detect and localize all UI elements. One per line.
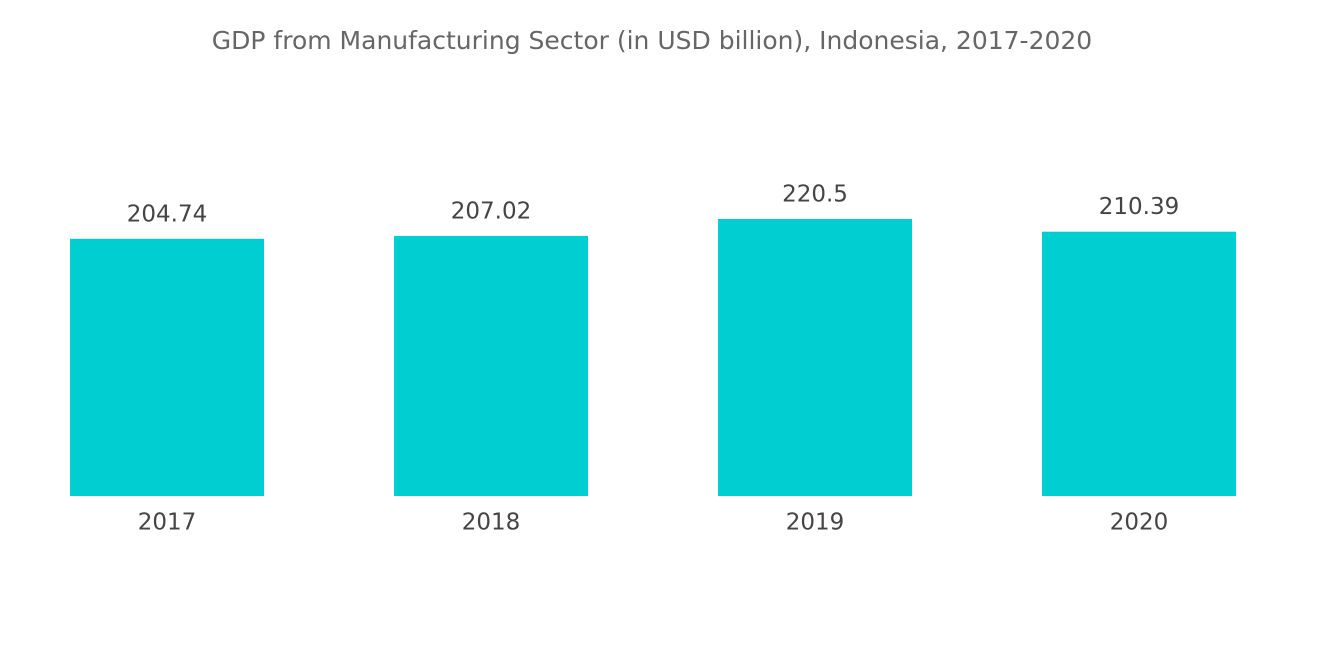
bar [718, 219, 912, 496]
chart-title: GDP from Manufacturing Sector (in USD bi… [212, 26, 1092, 55]
value-label: 204.74 [127, 201, 207, 227]
x-tick-label: 2017 [138, 510, 197, 536]
x-tick-label: 2020 [1110, 510, 1169, 536]
bar [1042, 231, 1236, 496]
x-tick-label: 2018 [462, 510, 521, 536]
bar [70, 238, 264, 496]
x-tick-label: 2019 [786, 510, 845, 536]
bar [394, 235, 588, 496]
value-label: 207.02 [451, 198, 531, 224]
value-label: 220.5 [782, 182, 848, 208]
value-label: 210.39 [1099, 194, 1179, 220]
